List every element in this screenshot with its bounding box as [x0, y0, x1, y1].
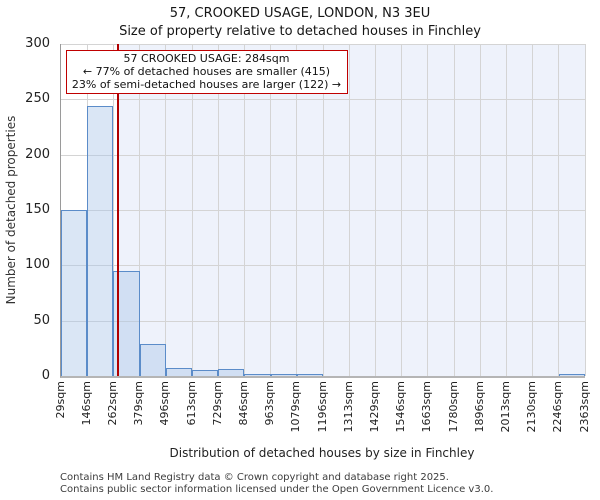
x-tick-label: 262sqm — [105, 381, 119, 426]
x-axis-label: Distribution of detached houses by size … — [169, 446, 475, 460]
y-tick-label: 50 — [33, 312, 50, 328]
y-tick-label: 0 — [41, 368, 50, 383]
vertical-gridline — [584, 44, 586, 376]
histogram-bar — [244, 373, 271, 376]
x-tick-label: 379sqm — [132, 381, 146, 426]
histogram-bar — [87, 105, 114, 376]
chart-title: 57, CROOKED USAGE, LONDON, N3 3EU — [169, 6, 431, 21]
histogram-bar — [296, 373, 323, 376]
x-tick-label: 1429sqm — [367, 381, 381, 433]
x-tick-label: 1196sqm — [315, 381, 329, 433]
horizontal-gridline — [61, 99, 585, 101]
annotation-line1: 57 CROOKED USAGE: 284sqm — [123, 52, 290, 65]
x-tick-label: 1313sqm — [341, 381, 355, 433]
x-tick-label: 963sqm — [263, 381, 277, 426]
plot-area: 57 CROOKED USAGE: 284sqm ← 77% of detach… — [60, 44, 586, 378]
horizontal-gridline — [61, 44, 585, 45]
histogram-bar — [218, 369, 245, 376]
histogram-bar — [558, 373, 585, 376]
x-tick-label: 2246sqm — [551, 381, 565, 433]
histogram-bar — [270, 373, 297, 376]
footer-attribution-line1: Contains HM Land Registry data © Crown c… — [60, 472, 449, 483]
x-tick-label: 729sqm — [210, 381, 224, 426]
subject-property-marker-line — [117, 44, 120, 376]
x-tick-label: 846sqm — [236, 381, 250, 426]
x-tick-label: 29sqm — [53, 381, 67, 419]
x-tick-label: 1079sqm — [289, 381, 303, 433]
y-tick-label: 300 — [25, 36, 50, 51]
y-tick-label: 250 — [25, 91, 50, 107]
horizontal-gridline — [61, 265, 585, 267]
y-tick-label: 100 — [25, 257, 50, 273]
x-tick-label: 1546sqm — [394, 381, 408, 433]
annotation-line3: 23% of semi-detached houses are larger (… — [71, 78, 342, 91]
x-tick-label: 146sqm — [79, 381, 93, 426]
footer-attribution-line2: Contains public sector information licen… — [60, 483, 494, 495]
chart-subtitle: Size of property relative to detached ho… — [119, 24, 481, 39]
x-tick-label: 613sqm — [184, 381, 198, 426]
x-tick-label: 1663sqm — [420, 381, 434, 433]
horizontal-gridline — [61, 320, 585, 322]
annotation-box: 57 CROOKED USAGE: 284sqm ← 77% of detach… — [65, 50, 348, 94]
x-tick-label: 1780sqm — [446, 381, 460, 433]
histogram-bar — [165, 368, 193, 376]
x-tick-label: 2013sqm — [498, 381, 512, 433]
annotation-line2: ← 77% of detached houses are smaller (41… — [82, 65, 331, 78]
histogram-bar — [61, 210, 88, 376]
y-tick-label: 150 — [25, 202, 50, 217]
x-tick-label: 2130sqm — [525, 381, 539, 433]
x-tick-label: 2363sqm — [577, 381, 591, 433]
horizontal-gridline — [61, 154, 585, 156]
horizontal-gridline — [61, 210, 585, 211]
histogram-bar — [192, 370, 219, 376]
x-tick-label: 496sqm — [158, 381, 172, 426]
histogram-bar — [139, 343, 166, 376]
x-tick-label: 1896sqm — [472, 381, 486, 433]
y-tick-label: 200 — [25, 146, 50, 162]
